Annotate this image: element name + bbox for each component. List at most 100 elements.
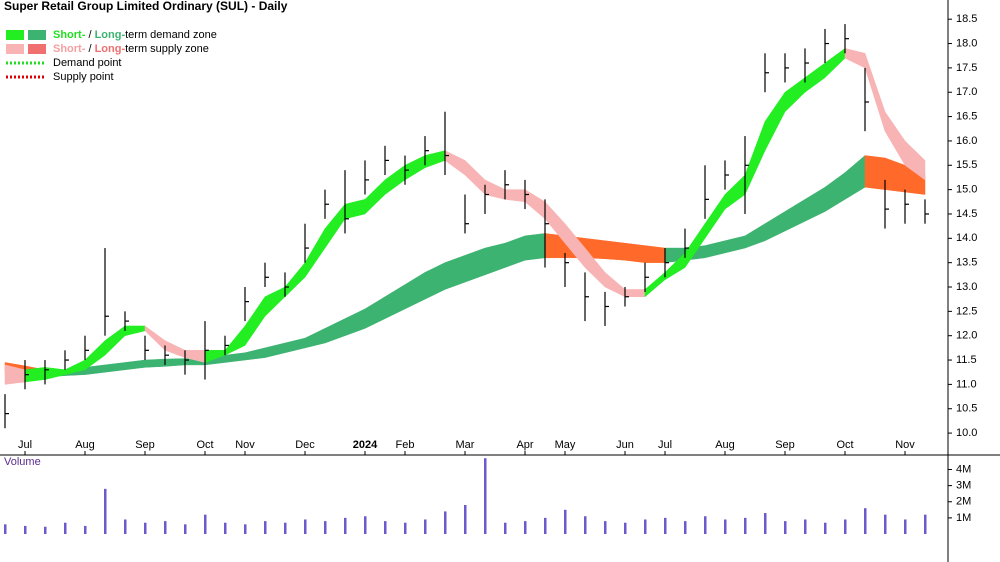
- y-tick-label: 14.5: [956, 208, 977, 220]
- volume-bar: [724, 519, 727, 534]
- volume-bar: [204, 514, 207, 534]
- legend-swatch: [6, 44, 24, 54]
- volume-bar: [364, 516, 367, 534]
- volume-bar: [624, 522, 627, 534]
- x-tick-label: Feb: [396, 439, 415, 451]
- y-tick-label: 12.0: [956, 330, 977, 342]
- x-tick-label: Sep: [775, 439, 795, 451]
- zone-segment: [644, 245, 666, 263]
- legend-text: /: [85, 43, 94, 55]
- volume-bar: [424, 519, 427, 534]
- x-tick-label: Oct: [836, 439, 853, 451]
- y-tick-label: 15.5: [956, 159, 977, 171]
- y-tick-label: 18.0: [956, 37, 977, 49]
- legend-swatch: [6, 30, 24, 40]
- y-tick-label: 10.0: [956, 427, 977, 439]
- legend-text: Short-: [53, 43, 86, 55]
- x-tick-label: May: [555, 439, 576, 451]
- zone-segment: [864, 155, 886, 190]
- y-tick-label: 16.5: [956, 110, 977, 122]
- volume-bar: [924, 514, 927, 534]
- legend-text: Long-: [95, 43, 126, 55]
- x-tick-label: Sep: [135, 439, 155, 451]
- y-tick-label: 17.5: [956, 62, 977, 74]
- volume-bar: [744, 517, 747, 534]
- volume-bar: [464, 504, 467, 534]
- x-tick-label: Nov: [235, 439, 255, 451]
- volume-bar: [224, 522, 227, 534]
- legend-swatch: [28, 44, 46, 54]
- legend-label: Short- / Long-term demand zone: [53, 29, 217, 41]
- volume-bar: [844, 519, 847, 534]
- zone-segment: [604, 240, 626, 261]
- volume-bar: [584, 516, 587, 534]
- volume-bar: [904, 519, 907, 534]
- volume-bar: [4, 524, 7, 534]
- volume-bar: [564, 509, 567, 534]
- chart-title: Super Retail Group Limited Ordinary (SUL…: [4, 0, 288, 13]
- x-tick-label: Jul: [18, 439, 32, 451]
- volume-bar: [704, 516, 707, 534]
- y-tick-label: 11.0: [956, 378, 977, 390]
- x-tick-label: Apr: [516, 439, 533, 451]
- volume-bar: [604, 521, 607, 534]
- legend-text: Supply point: [53, 71, 114, 83]
- y-tick-label: 13.5: [956, 257, 977, 269]
- zone-segment: [524, 233, 546, 261]
- volume-bar: [884, 514, 887, 534]
- volume-bar: [684, 521, 687, 534]
- volume-bar: [124, 519, 127, 534]
- x-tick-label: 2024: [353, 439, 378, 451]
- y-tick-label: 10.5: [956, 403, 977, 415]
- legend-text: /: [85, 29, 94, 41]
- volume-bar: [144, 522, 147, 534]
- x-tick-label: Jun: [616, 439, 634, 451]
- legend-label: Short- / Long-term supply zone: [53, 43, 209, 55]
- legend-label: Supply point: [53, 71, 114, 83]
- volume-bar: [264, 521, 267, 534]
- y-tick-label: 15.0: [956, 184, 977, 196]
- volume-bar: [164, 521, 167, 534]
- y-tick-label: 11.5: [956, 354, 977, 366]
- zone-segment: [144, 358, 166, 368]
- zone-segment: [504, 189, 526, 203]
- y-tick-label: 18.5: [956, 13, 977, 25]
- x-tick-label: Mar: [456, 439, 475, 451]
- zone-segment: [624, 242, 646, 263]
- y-tick-label: 13.0: [956, 281, 977, 293]
- legend-text: term supply zone: [125, 43, 209, 55]
- volume-bar: [824, 522, 827, 534]
- volume-bar: [504, 522, 507, 534]
- volume-bar: [344, 517, 347, 534]
- legend-label: Demand point: [53, 57, 122, 69]
- legend-text: Demand point: [53, 57, 122, 69]
- volume-bar: [44, 526, 47, 534]
- y-tick-label: 14.0: [956, 232, 977, 244]
- volume-bar: [64, 522, 67, 534]
- volume-bar: [864, 508, 867, 534]
- x-tick-label: Aug: [75, 439, 95, 451]
- volume-bar: [404, 522, 407, 534]
- volume-bar: [444, 511, 447, 534]
- volume-bar: [484, 458, 487, 534]
- volume-bar: [384, 521, 387, 534]
- volume-bar: [244, 524, 247, 534]
- zone-segment: [164, 358, 186, 367]
- x-tick-label: Aug: [715, 439, 735, 451]
- y-tick-label: 17.0: [956, 86, 977, 98]
- volume-bar: [304, 519, 307, 534]
- x-tick-label: Oct: [196, 439, 213, 451]
- volume-bar: [524, 521, 527, 534]
- volume-tick-label: 4M: [956, 463, 971, 475]
- volume-bar: [24, 525, 27, 534]
- volume-bar: [804, 519, 807, 534]
- volume-bar: [784, 521, 787, 534]
- volume-bar: [324, 521, 327, 534]
- volume-bar: [544, 517, 547, 534]
- volume-bar: [764, 513, 767, 534]
- legend-swatch: [28, 30, 46, 40]
- volume-title: Volume: [4, 456, 41, 468]
- zone-segment: [904, 140, 926, 181]
